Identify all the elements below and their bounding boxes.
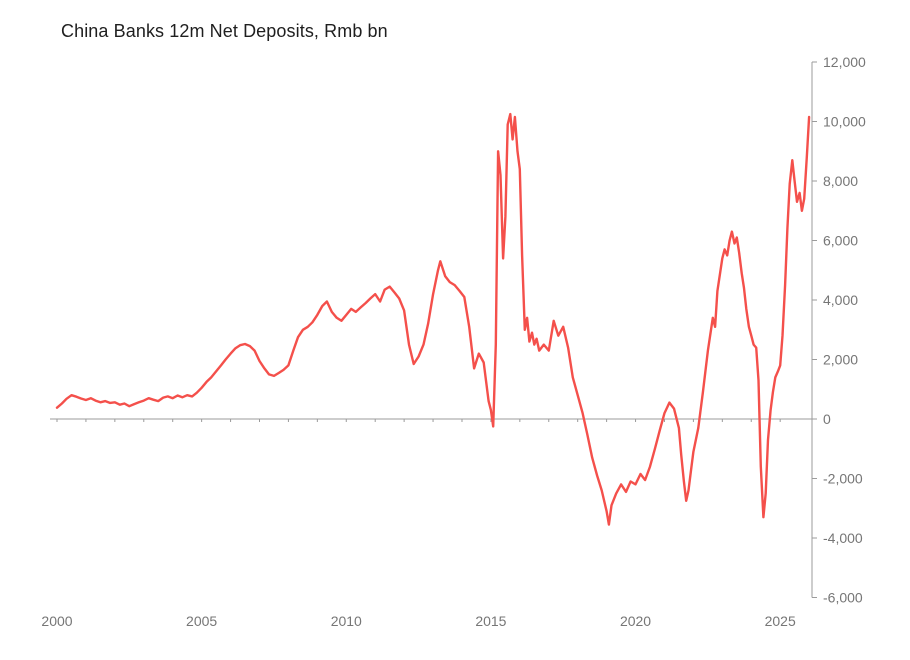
x-tick-label: 2010 bbox=[331, 613, 362, 629]
x-tick-label: 2015 bbox=[475, 613, 506, 629]
axes-layer bbox=[50, 61, 817, 598]
y-tick-label: 6,000 bbox=[823, 233, 858, 249]
series-layer bbox=[55, 112, 811, 526]
chart-title: China Banks 12m Net Deposits, Rmb bn bbox=[61, 21, 388, 41]
y-tick-label: 0 bbox=[823, 411, 831, 427]
y-tick-label: -6,000 bbox=[823, 590, 863, 606]
labels-layer: -6,000 -4,000 -2,000 0 2,000 4,000 6,000 8,000 1… bbox=[41, 54, 866, 629]
deposits-line-series bbox=[55, 112, 811, 526]
x-tick-label: 2005 bbox=[186, 613, 217, 629]
x-tick-label: 2000 bbox=[41, 613, 72, 629]
y-tick-label: -2,000 bbox=[823, 471, 863, 487]
y-tick-label: 2,000 bbox=[823, 352, 858, 368]
x-tick-label: 2020 bbox=[620, 613, 651, 629]
y-tick-label: 12,000 bbox=[823, 54, 866, 70]
y-tick-label: 4,000 bbox=[823, 292, 858, 308]
y-tick-label: -4,000 bbox=[823, 530, 863, 546]
x-tick-label: 2025 bbox=[765, 613, 796, 629]
y-tick-label: 8,000 bbox=[823, 173, 858, 189]
y-tick-label: 10,000 bbox=[823, 114, 866, 130]
